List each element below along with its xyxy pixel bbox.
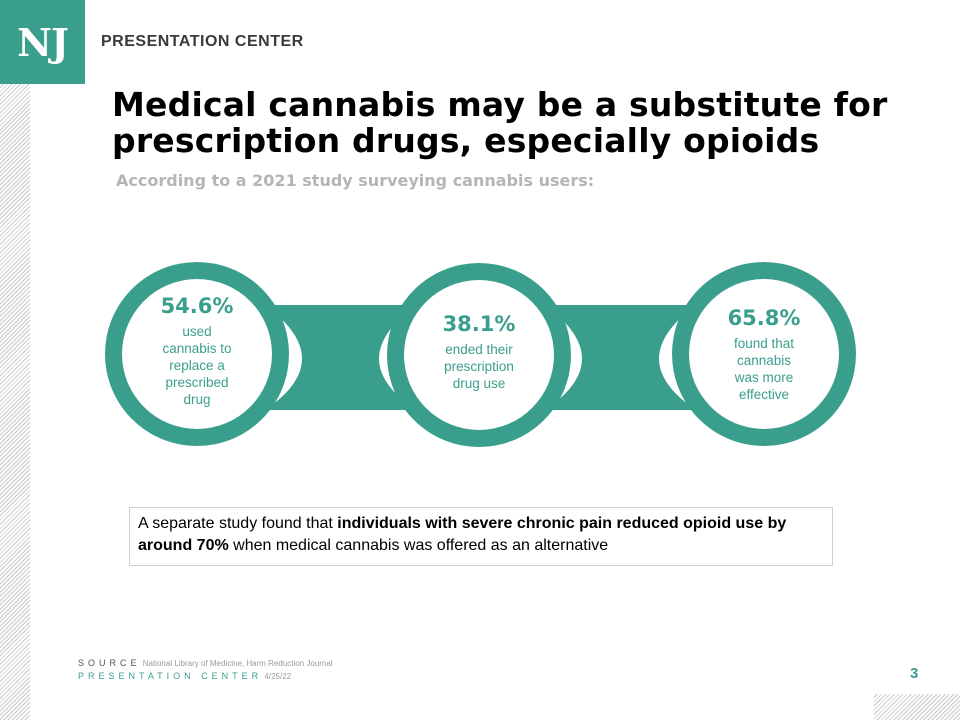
callout-bold: individuals with severe chronic pain red…: [138, 515, 787, 554]
stat-desc-line: drug use: [452, 376, 506, 391]
stat-description: ended their prescription drug use: [414, 341, 544, 392]
stat-value: 54.6%: [160, 294, 234, 318]
callout-box: A separate study found that individuals …: [129, 507, 833, 566]
source-line: SOURCE National Library of Medicine, Har…: [78, 658, 333, 668]
stat-desc-line: was more: [734, 370, 794, 385]
callout-prefix: A separate study found that: [138, 515, 338, 532]
stat-description: found that cannabis was more effective: [699, 335, 829, 403]
stat-disc-3: [689, 279, 839, 429]
callout-suffix: when medical cannabis was offered as an …: [228, 537, 609, 554]
stat-desc-line: used: [182, 324, 212, 339]
footer-center-label: PRESENTATION CENTER: [78, 671, 263, 681]
source-text: National Library of Medicine, Harm Reduc…: [142, 659, 333, 668]
title-line-1: Medical cannabis may be a substitute for: [112, 85, 888, 124]
stat-desc-line: prescription: [444, 359, 514, 374]
stat-desc-line: found that: [733, 336, 795, 351]
left-hatch-decoration: [0, 84, 30, 720]
stat-description: used cannabis to replace a prescribed dr…: [132, 323, 262, 408]
source-label: SOURCE: [78, 658, 141, 668]
stat-desc-line: effective: [738, 387, 790, 402]
stat-card-3: 65.8% found that cannabis was more effec…: [699, 306, 829, 403]
bottom-hatch-decoration: [874, 694, 960, 720]
chain-connector-left: [265, 305, 416, 410]
footer-line: PRESENTATION CENTER 4/25/22: [78, 671, 291, 681]
nj-logo: NJ: [0, 0, 85, 84]
stat-desc-line: drug: [183, 392, 211, 407]
stat-disc-1: [122, 279, 272, 429]
stat-value: 65.8%: [727, 306, 801, 330]
slide-title: Medical cannabis may be a substitute for…: [112, 87, 912, 159]
stat-desc-line: ended their: [445, 342, 513, 357]
title-line-2: prescription drugs, especially opioids: [112, 121, 820, 160]
footer-date: 4/25/22: [264, 672, 292, 681]
chain-connector-right: [545, 305, 696, 410]
page-number: 3: [910, 665, 919, 682]
stat-value: 38.1%: [442, 312, 516, 336]
stat-card-1: 54.6% used cannabis to replace a prescri…: [132, 294, 262, 408]
stat-disc-2: [404, 280, 554, 430]
stat-desc-line: prescribed: [165, 375, 229, 390]
logo-text: NJ: [17, 19, 69, 65]
slide-subtitle: According to a 2021 study surveying cann…: [116, 171, 595, 190]
stat-desc-line: cannabis to: [162, 341, 232, 356]
stat-desc-line: replace a: [169, 358, 225, 373]
stat-desc-line: cannabis: [736, 353, 792, 368]
stat-card-2: 38.1% ended their prescription drug use: [414, 312, 544, 392]
brand-label: PRESENTATION CENTER: [101, 33, 304, 50]
